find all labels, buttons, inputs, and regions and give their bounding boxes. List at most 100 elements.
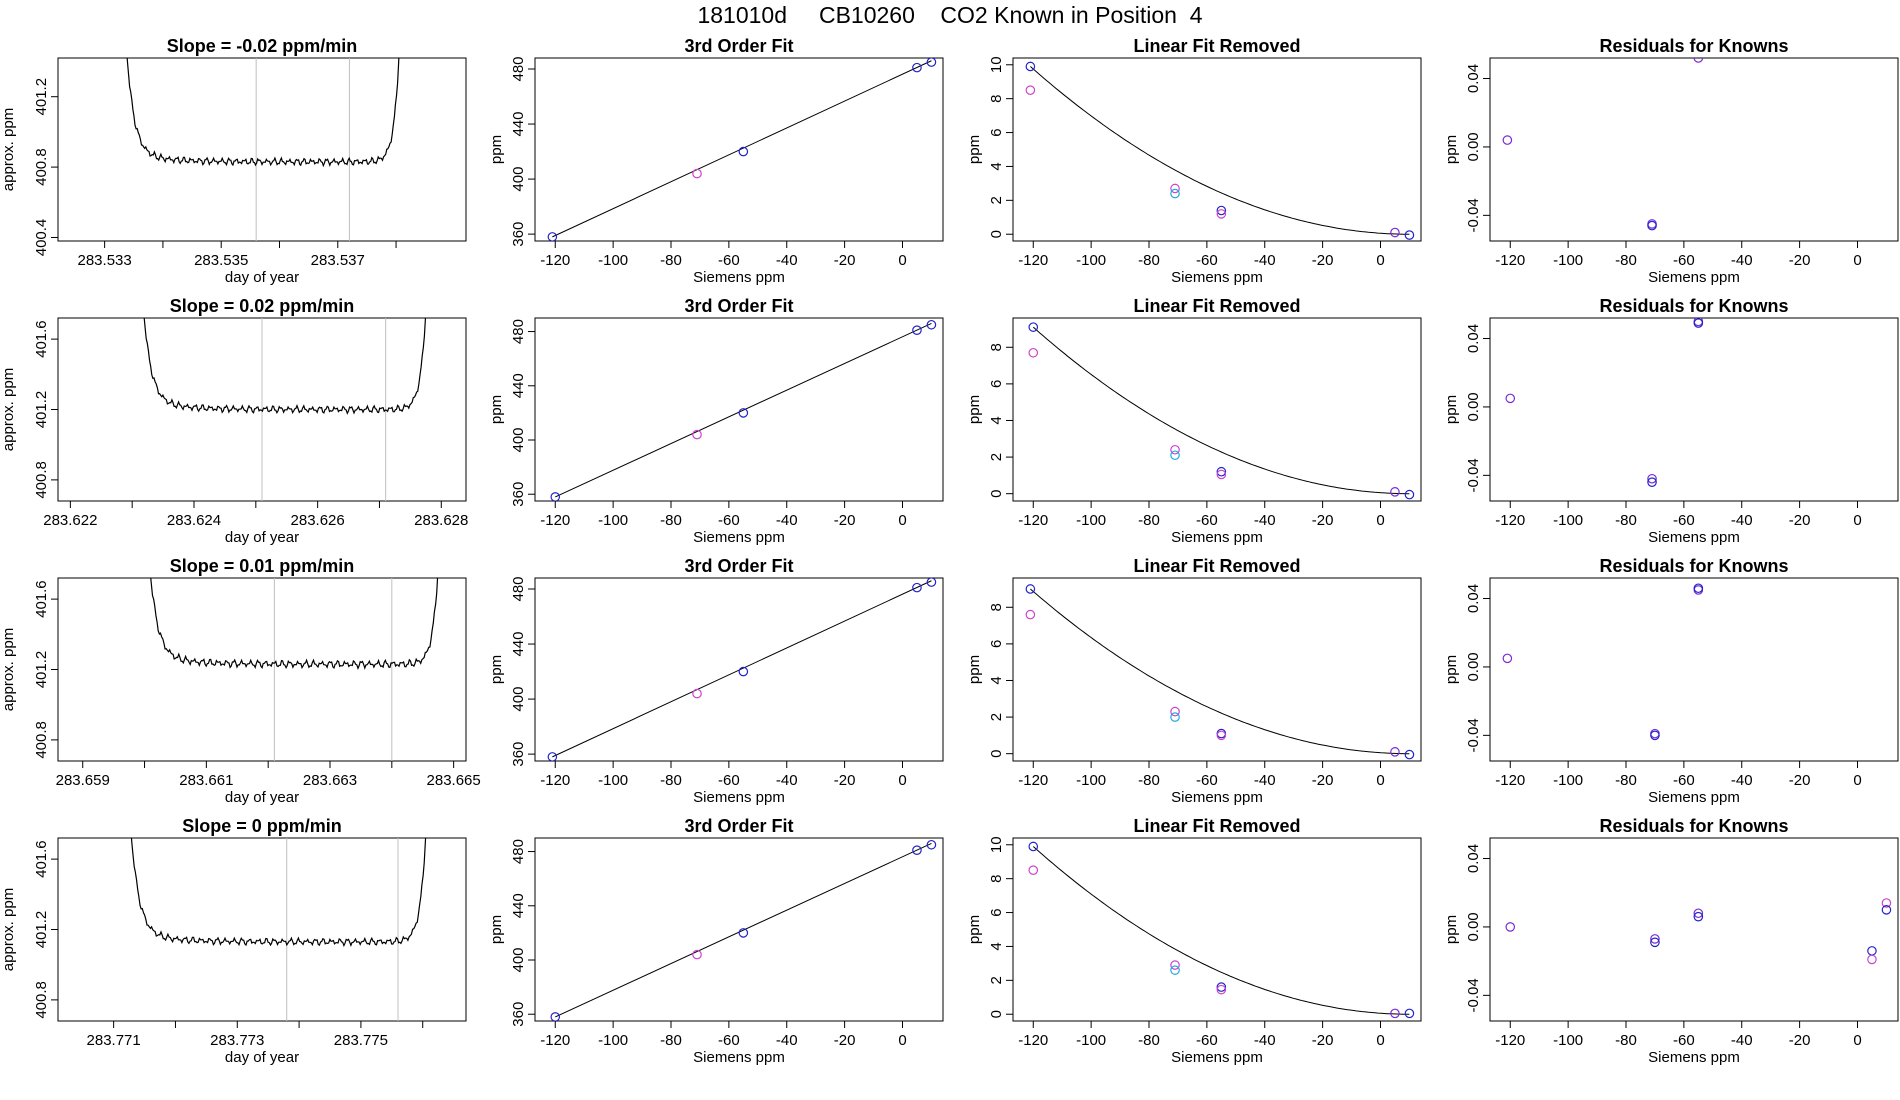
x-tick-label: -40: [776, 512, 798, 529]
y-tick-label: 0.00: [1465, 912, 1482, 941]
plot-frame: [57, 57, 467, 242]
x-tick-label: 283.661: [179, 772, 233, 789]
y-tick-label: 2: [988, 453, 1005, 461]
y-tick-label: 480: [510, 576, 527, 601]
x-tick-label: -20: [834, 252, 856, 269]
x-tick-label: -40: [776, 252, 798, 269]
plot-area: [126, 58, 400, 241]
x-tick-label: -100: [598, 772, 628, 789]
panel-title: Linear Fit Removed: [1133, 296, 1300, 316]
x-tick-label: -120: [1495, 1032, 1525, 1049]
x-tick-label: 283.665: [427, 772, 481, 789]
plot-area: [1505, 318, 1704, 487]
y-tick-label: 401.2: [33, 911, 50, 949]
x-tick-label: -120: [540, 252, 570, 269]
data-point: [1170, 188, 1180, 199]
trace-line: [150, 578, 439, 670]
x-tick-label: 283.535: [194, 252, 248, 269]
x-tick-label: -60: [718, 772, 740, 789]
plot-frame: [1012, 577, 1422, 762]
plot-area: [1502, 583, 1704, 741]
y-tick-label: 401.2: [33, 651, 50, 689]
data-point: [738, 928, 749, 938]
panel-r2-lin: Linear Fit Removed -120 -100 -80 -60 -40 -20 0 0…: [966, 296, 1422, 546]
plot-frame: [1489, 57, 1899, 242]
panel-r3-fit: 3rd Order Fit -120 -100 -80 -60 -40 -20 0 360 400…: [488, 556, 944, 806]
panel-r2-time: Slope = 0.02 ppm/min 283.622 283.624 283.62…: [0, 296, 468, 546]
data-point: [1390, 487, 1400, 497]
x-tick-label: -80: [1615, 252, 1637, 269]
plot-frame: [534, 57, 944, 242]
x-axis-label: Siemens ppm: [1171, 1049, 1263, 1066]
data-point: [1881, 898, 1892, 908]
x-axis-label: day of year: [225, 1049, 299, 1066]
plot-area: [1028, 322, 1415, 500]
data-point: [1650, 730, 1660, 741]
y-tick-label: -0.04: [1465, 718, 1482, 752]
x-tick-label: -80: [1615, 1032, 1637, 1049]
x-tick-label: -100: [1553, 772, 1583, 789]
y-tick-label: 0.00: [1465, 652, 1482, 681]
data-point: [1170, 965, 1180, 975]
y-tick-label: 401.2: [33, 391, 50, 429]
x-axis-label: Siemens ppm: [693, 1049, 785, 1066]
plot-frame: [1489, 577, 1899, 762]
x-tick-label: -60: [1673, 772, 1695, 789]
y-tick-label: 401.6: [33, 580, 50, 618]
y-tick-label: 400.8: [33, 721, 50, 759]
panel-title: Linear Fit Removed: [1133, 816, 1300, 836]
x-tick-label: -40: [1731, 252, 1753, 269]
x-tick-label: -100: [598, 252, 628, 269]
x-tick-label: -60: [1673, 1032, 1695, 1049]
data-point: [1170, 183, 1180, 194]
x-tick-label: 0: [898, 252, 906, 269]
x-tick-label: -80: [1138, 252, 1160, 269]
x-tick-label: -120: [1018, 772, 1048, 789]
x-tick-label: -120: [1495, 772, 1525, 789]
y-tick-label: 480: [510, 839, 527, 864]
y-tick-label: 0: [988, 490, 1005, 498]
y-tick-label: -0.04: [1465, 458, 1482, 492]
x-tick-label: -120: [1018, 252, 1048, 269]
x-tick-label: 0: [1376, 512, 1384, 529]
y-tick-label: 440: [510, 893, 527, 918]
x-tick-label: -100: [598, 512, 628, 529]
page-title: 181010d CB10260 CO2 Known in Position 4: [697, 2, 1203, 28]
plot-area: [550, 839, 937, 1021]
panel-title: Slope = 0.01 ppm/min: [170, 556, 355, 576]
x-tick-label: 283.624: [167, 512, 221, 529]
y-tick-label: 400: [510, 167, 527, 192]
x-tick-label: 0: [1853, 772, 1861, 789]
y-tick-label: 0: [988, 1010, 1005, 1018]
panel-title: Slope = 0.02 ppm/min: [170, 296, 355, 316]
data-point: [1216, 205, 1227, 216]
y-tick-label: 4: [988, 676, 1005, 684]
data-point: [738, 666, 749, 677]
x-axis-label: day of year: [225, 789, 299, 806]
y-tick-label: 0: [988, 230, 1005, 238]
data-point: [1028, 322, 1039, 332]
panel-r1-fit: 3rd Order Fit -120 -100 -80 -60 -40 -20 0 360 400…: [488, 36, 944, 286]
x-tick-label: -80: [660, 772, 682, 789]
x-tick-label: -20: [1789, 252, 1811, 269]
y-tick-label: 6: [988, 128, 1005, 136]
panel-r4-res: Residuals for Knowns -120 -100 -80 -60 -40 -20…: [1443, 816, 1899, 1066]
y-tick-label: 401.6: [33, 840, 50, 878]
x-tick-label: 283.773: [210, 1032, 264, 1049]
y-tick-label: 440: [510, 373, 527, 398]
data-point: [1028, 865, 1039, 875]
plot-area: [547, 58, 937, 241]
y-tick-label: 4: [988, 942, 1005, 950]
y-tick-label: 400.8: [33, 461, 50, 499]
x-tick-label: -80: [1138, 1032, 1160, 1049]
y-tick-label: 360: [510, 742, 527, 767]
data-point: [1650, 937, 1660, 948]
y-axis-label: ppm: [966, 915, 983, 944]
panel-title: 3rd Order Fit: [684, 296, 793, 316]
y-axis-label: ppm: [1443, 395, 1460, 424]
panel-title: Slope = -0.02 ppm/min: [167, 36, 358, 56]
data-point: [912, 62, 922, 73]
x-tick-label: -80: [1615, 772, 1637, 789]
y-axis-label: ppm: [966, 135, 983, 164]
y-tick-label: 0: [988, 750, 1005, 758]
